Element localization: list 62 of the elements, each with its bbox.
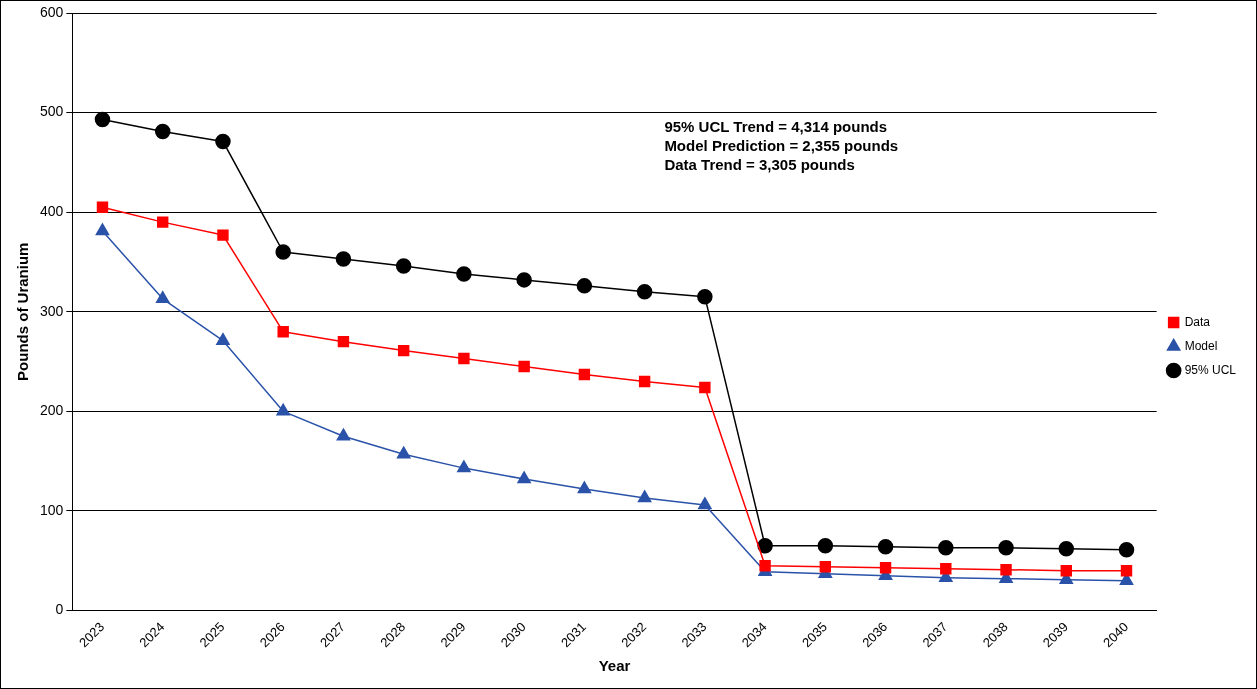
point <box>819 561 832 573</box>
y-tick-label: 500 <box>40 103 64 120</box>
point <box>576 278 593 294</box>
point <box>397 344 410 357</box>
point <box>275 244 291 260</box>
point <box>877 539 894 555</box>
y-axis-title: Pounds of Uranium <box>14 242 32 381</box>
point <box>1058 541 1075 557</box>
point <box>1060 564 1072 577</box>
point <box>396 446 411 459</box>
point <box>518 360 530 373</box>
y-tick-label: 300 <box>40 302 64 319</box>
point <box>638 375 651 388</box>
point <box>697 289 713 305</box>
point <box>759 560 771 572</box>
point <box>1000 563 1012 576</box>
point <box>155 291 170 304</box>
point <box>938 540 954 556</box>
point <box>95 223 110 236</box>
point <box>757 538 773 554</box>
y-tick-label: 400 <box>40 203 64 220</box>
point <box>517 471 531 484</box>
annotation: 95% UCL Trend = 4,314 pounds <box>664 117 888 135</box>
point <box>215 133 231 150</box>
point <box>277 325 289 338</box>
point <box>699 381 711 394</box>
point <box>216 332 230 345</box>
legend-label: Data <box>1184 314 1211 329</box>
point <box>636 284 653 300</box>
point <box>998 540 1014 556</box>
point <box>276 403 290 416</box>
point <box>217 229 229 241</box>
legend-label: 95% UCL <box>1184 362 1237 377</box>
point <box>879 562 892 574</box>
legend-label: Model <box>1184 338 1218 353</box>
y-tick-label: 200 <box>40 402 64 419</box>
x-axis-title: Year <box>598 657 631 675</box>
point <box>578 368 591 381</box>
annotation: Data Trend = 3,305 pounds <box>664 155 855 173</box>
point <box>456 266 472 282</box>
point <box>817 538 834 554</box>
point <box>337 335 350 348</box>
point <box>457 460 471 473</box>
point <box>698 497 712 510</box>
point <box>940 562 952 575</box>
point <box>335 251 352 267</box>
point <box>395 258 412 274</box>
point <box>458 352 470 365</box>
point <box>157 216 169 228</box>
point <box>96 201 109 213</box>
point <box>637 490 652 503</box>
point <box>94 111 111 128</box>
point <box>1118 542 1135 558</box>
y-tick-label: 600 <box>40 3 64 20</box>
y-tick-label: 100 <box>40 501 64 518</box>
point <box>154 123 171 140</box>
annotation: Model Prediction = 2,355 pounds <box>664 136 899 154</box>
point <box>336 428 351 441</box>
point <box>1120 564 1133 577</box>
point <box>516 272 532 288</box>
y-tick-label: 0 <box>55 601 64 618</box>
point <box>577 481 592 494</box>
